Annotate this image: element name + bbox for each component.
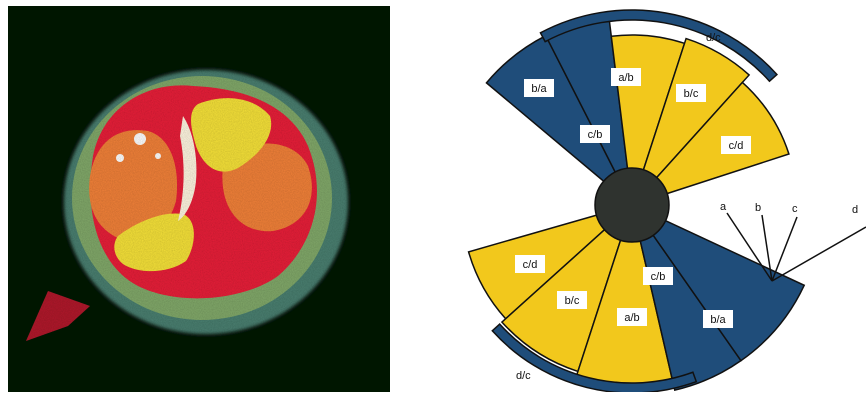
upper-sector-label-1-box bbox=[580, 125, 610, 143]
lower-sector-label-2: a/b bbox=[624, 312, 639, 324]
lower-sector-label-2-box bbox=[617, 308, 647, 326]
sectors-group bbox=[467, 9, 806, 394]
upper-sector-label-4-box bbox=[721, 136, 751, 154]
vertex-label-b: b bbox=[755, 202, 761, 214]
lower-sector-label-3: c/b bbox=[651, 271, 666, 283]
lower-sector-label-4-box bbox=[703, 310, 733, 328]
lower-sector-4 bbox=[629, 203, 806, 362]
vertex-label-c: c bbox=[792, 203, 798, 215]
labels-group: b/a c/b a/b b/c c/d c/d b/c a/b c/b b/a bbox=[515, 68, 751, 328]
upper-sector-label-0-box bbox=[524, 79, 554, 97]
fan-line-a bbox=[726, 212, 773, 282]
vertex-fan bbox=[726, 212, 866, 282]
fan-line-b bbox=[761, 214, 773, 282]
upper-sector-label-4: c/d bbox=[729, 140, 744, 152]
upper-rim-strip bbox=[539, 9, 778, 83]
lower-sector-label-1: b/c bbox=[565, 295, 580, 307]
edge-label-bottom: d/c bbox=[516, 370, 531, 382]
lower-sector-label-0: c/d bbox=[523, 259, 538, 271]
yellow-upper-region bbox=[191, 98, 272, 172]
lower-sector-label-4: b/a bbox=[710, 314, 726, 326]
orange-left-region bbox=[89, 130, 178, 241]
thermal-image bbox=[8, 6, 390, 392]
white-spot bbox=[116, 154, 124, 162]
sector-diagram: b/a c/b a/b b/c c/d c/d b/c a/b c/b b/a d/c d/c a… bbox=[467, 9, 866, 394]
vertex-label-d: d bbox=[852, 204, 858, 216]
fan-line-d bbox=[771, 226, 866, 282]
central-hub bbox=[594, 167, 670, 243]
yellow-lower-region bbox=[114, 213, 194, 272]
lower-sector-label-0-box bbox=[515, 255, 545, 273]
upper-sector-label-1: c/b bbox=[588, 129, 603, 141]
lower-rim-strip bbox=[491, 323, 698, 394]
orange-right-region bbox=[222, 143, 312, 232]
upper-sector-label-0: b/a bbox=[531, 83, 547, 95]
white-spot bbox=[155, 153, 161, 159]
lower-sector-label-1-box bbox=[557, 291, 587, 309]
white-spot bbox=[134, 133, 146, 145]
upper-sector-label-3: b/c bbox=[684, 88, 699, 100]
red-tail bbox=[26, 291, 90, 341]
upper-sector-label-2-box bbox=[611, 68, 641, 86]
thermal-image-panel bbox=[8, 6, 390, 392]
edge-label-top: d/c bbox=[706, 32, 721, 44]
upper-sector-label-3-box bbox=[676, 84, 706, 102]
sector-diagram-panel: b/a c/b a/b b/c c/d c/d b/c a/b c/b b/a d/c d/c a… bbox=[400, 0, 866, 394]
vertex-label-a: a bbox=[720, 201, 727, 213]
white-streak bbox=[178, 116, 197, 221]
lower-sector-label-3-box bbox=[643, 267, 673, 285]
fan-line-c bbox=[771, 216, 798, 282]
upper-sector-label-2: a/b bbox=[618, 72, 633, 84]
